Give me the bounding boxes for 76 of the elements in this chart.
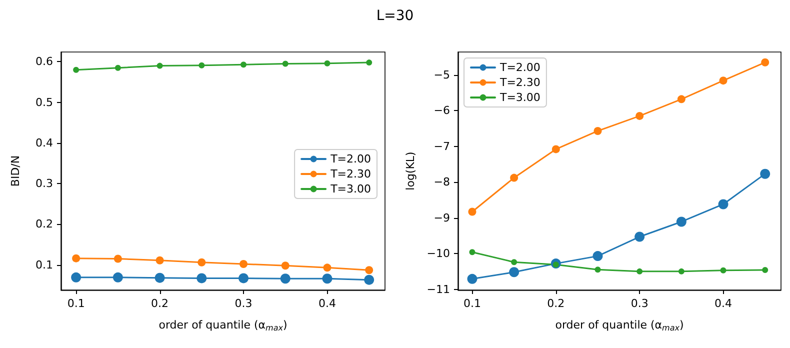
point [156, 256, 164, 264]
point [636, 112, 644, 120]
chart-title: L=30 [375, 8, 415, 24]
y-tick-label: −5 [434, 68, 450, 82]
y-tick-label: 0.5 [36, 96, 53, 109]
point [240, 62, 247, 68]
point [281, 262, 290, 270]
point [467, 274, 478, 284]
point [198, 62, 205, 68]
point [634, 232, 645, 242]
point [71, 272, 82, 282]
point [114, 64, 121, 71]
y-tick-label: −11 [426, 282, 450, 296]
legend-label: T=2.30 [330, 168, 372, 180]
x-tick-label: 0.2 [547, 297, 565, 310]
point [114, 254, 122, 263]
point [677, 95, 686, 104]
point [156, 62, 163, 69]
legend-label: T=3.00 [499, 91, 540, 104]
point [198, 258, 206, 266]
point [509, 267, 520, 278]
x-tick-label: 0.3 [630, 297, 648, 310]
point [511, 259, 518, 266]
point [154, 272, 165, 283]
y-tick-label: 0.2 [36, 218, 53, 231]
point [592, 251, 603, 262]
point [280, 274, 290, 284]
x-tick-label: 0.2 [151, 297, 169, 310]
point [594, 126, 602, 135]
point [594, 266, 601, 273]
y-tick-label: −10 [426, 247, 450, 260]
point [636, 268, 643, 274]
y-tick-label: −6 [434, 104, 450, 118]
point [72, 254, 80, 262]
point [366, 60, 372, 66]
point [678, 268, 684, 274]
x-tick-label: 0.4 [318, 297, 336, 310]
point [324, 60, 330, 66]
legend-label: T=2.00 [330, 152, 372, 166]
y-tick-label: 0.6 [36, 55, 53, 68]
point [282, 60, 288, 67]
y-tick-label: −7 [434, 140, 450, 153]
legend-label: T=3.00 [330, 182, 372, 196]
point [762, 266, 768, 273]
y-tick-label: −9 [434, 211, 450, 224]
y-tick-label: 0.4 [36, 136, 53, 150]
point [552, 145, 560, 154]
legend-label: T=2.00 [499, 61, 540, 74]
point [196, 273, 207, 284]
point [73, 66, 80, 73]
point [112, 272, 123, 282]
point [720, 267, 726, 274]
point [240, 260, 248, 268]
point [323, 264, 332, 272]
x-tick-label: 0.3 [234, 297, 252, 310]
x-tick-label: 0.1 [463, 297, 481, 310]
x-tick-label: 0.4 [714, 297, 732, 310]
point [469, 249, 476, 256]
y-axis-title: log(KL) [404, 152, 417, 190]
legend-label: T=2.30 [499, 76, 540, 89]
point [468, 208, 476, 216]
point [364, 274, 374, 285]
point [676, 216, 686, 227]
point [510, 174, 518, 182]
point [761, 58, 770, 66]
y-tick-label: 0.3 [36, 177, 53, 190]
y-axis-title: BID/N [9, 155, 22, 187]
point [322, 274, 332, 284]
y-tick-label: 0.1 [36, 258, 53, 272]
point [760, 168, 770, 179]
point [238, 273, 249, 284]
x-tick-label: 0.1 [67, 297, 85, 310]
point [718, 199, 728, 210]
y-tick-label: −8 [434, 176, 450, 189]
point [719, 76, 728, 85]
point [365, 266, 374, 274]
